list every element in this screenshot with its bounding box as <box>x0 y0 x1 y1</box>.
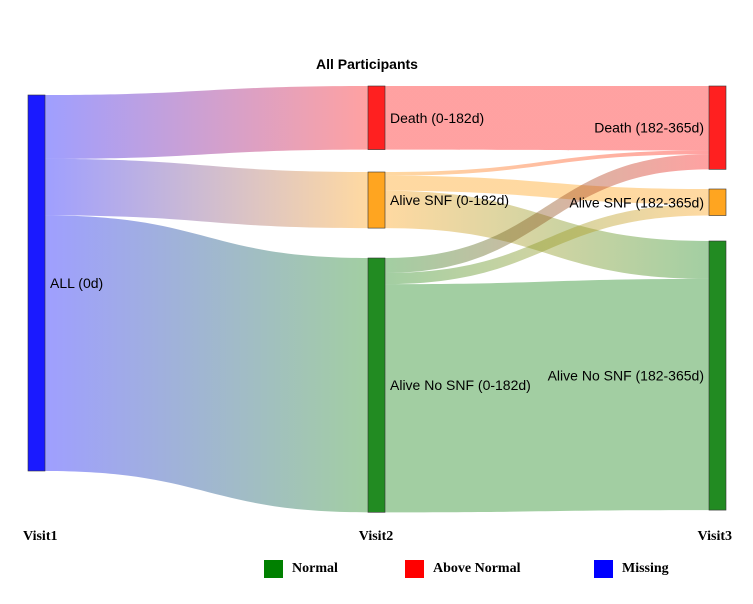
link-nosnf1-to-death2 <box>385 154 709 273</box>
node-all <box>27 94 46 472</box>
link-nosnf1-to-snf2 <box>385 204 709 285</box>
node-label-death2: Death (182-365d) <box>594 120 704 136</box>
nodes-layer <box>27 85 727 513</box>
node-label-snf1: Alive SNF (0-182d) <box>390 192 509 208</box>
node-nosnf2 <box>708 240 727 511</box>
link-snf1-to-snf2 <box>385 175 709 205</box>
node-snf1 <box>367 171 386 229</box>
link-snf1-to-death2 <box>385 150 709 176</box>
node-label-nosnf1: Alive No SNF (0-182d) <box>390 377 531 393</box>
links-layer <box>45 86 709 513</box>
link-snf1-to-nosnf2 <box>385 190 709 279</box>
legend-swatch-0 <box>264 560 283 578</box>
node-label-nosnf2: Alive No SNF (182-365d) <box>548 368 704 384</box>
chart-title: All Participants <box>316 56 418 72</box>
stage-label-3: Visit3 <box>698 529 732 544</box>
node-nosnf1 <box>367 257 386 513</box>
link-death1-to-death2 <box>385 86 709 151</box>
legend-label-2: Missing <box>622 561 669 576</box>
stage-label-2: Visit2 <box>359 529 393 544</box>
legend-label-1: Above Normal <box>433 561 521 576</box>
node-label-all: ALL (0d) <box>50 275 103 291</box>
legend-swatch-2 <box>594 560 613 578</box>
node-label-snf2: Alive SNF (182-365d) <box>569 194 704 210</box>
node-snf2 <box>708 188 727 216</box>
link-nosnf1-to-nosnf2 <box>385 278 709 513</box>
link-all-to-snf1 <box>45 158 368 229</box>
node-death1 <box>367 85 386 150</box>
link-all-to-nosnf1 <box>45 215 368 513</box>
node-death2 <box>708 85 727 170</box>
legend: Normal Above Normal Missing <box>264 560 669 578</box>
legend-swatch-1 <box>405 560 424 578</box>
stage-label-1: Visit1 <box>23 529 57 544</box>
stage-labels: Visit1 Visit2 Visit3 <box>23 529 732 544</box>
node-label-death1: Death (0-182d) <box>390 110 484 126</box>
link-all-to-death1 <box>45 86 368 159</box>
legend-label-0: Normal <box>292 561 338 576</box>
node-labels-layer: ALL (0d) Death (0-182d) Alive SNF (0-182d)… <box>50 110 704 393</box>
